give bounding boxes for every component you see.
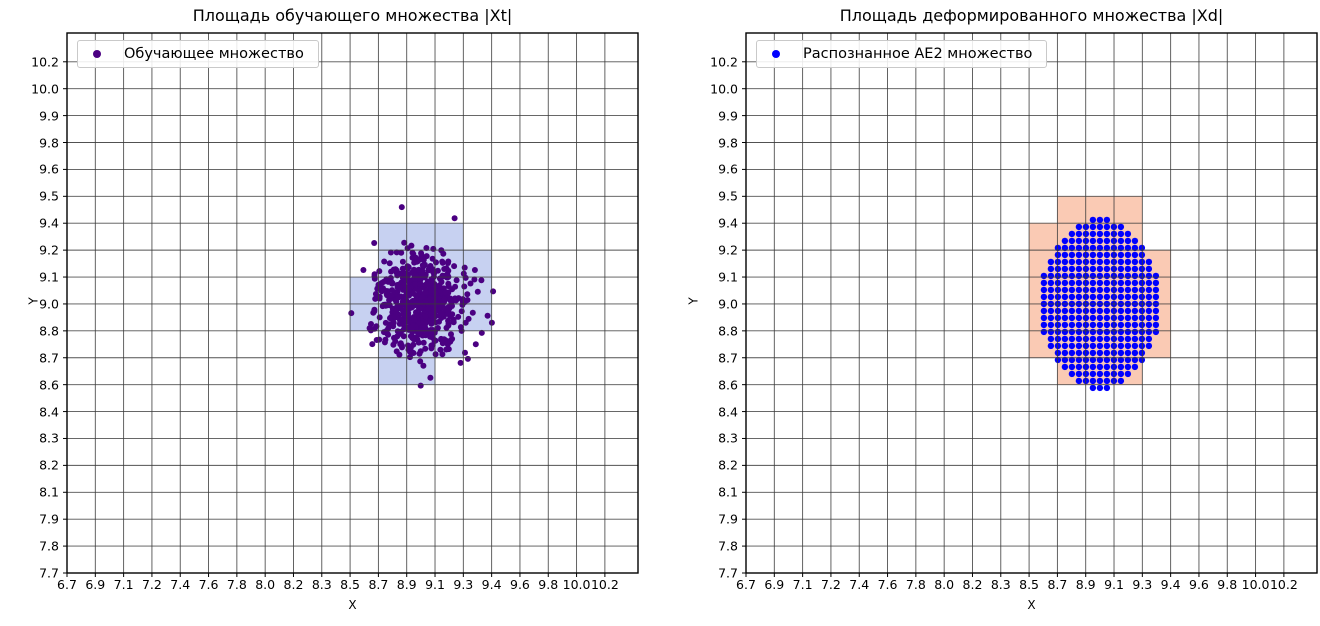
x-tick-label: 7.6: [198, 577, 219, 592]
x-tick-label: 8.5: [1019, 577, 1040, 592]
y-tick-label: 8.7: [718, 350, 738, 366]
x-tick-label: 8.7: [1047, 577, 1068, 592]
y-tick-label: 7.8: [39, 538, 59, 554]
y-tick-label: 8.4: [39, 404, 59, 420]
x-tick-label: 8.3: [311, 577, 332, 592]
x-tick-label: 7.6: [877, 577, 898, 592]
x-axis-label: X: [348, 598, 357, 612]
y-tick-label: 8.7: [39, 350, 59, 366]
y-tick-label: 9.8: [39, 135, 59, 150]
y-tick-label: 9.8: [718, 135, 738, 150]
y-tick-label: 7.8: [718, 538, 738, 554]
y-tick-label: 8.2: [718, 457, 738, 473]
y-tick-label: 8.4: [718, 404, 738, 420]
chart-canvas: [742, 32, 1318, 577]
x-tick-label: 6.7: [736, 577, 756, 592]
x-tick-label: 9.6: [509, 577, 530, 592]
legend-marker-dot: [772, 50, 780, 58]
x-tick-label: 9.4: [1160, 577, 1181, 592]
y-tick-label: 7.7: [718, 565, 738, 581]
x-tick-label: 8.0: [255, 577, 276, 592]
legend-label: Обучающее множество: [124, 46, 304, 62]
y-tick-label: 9.1: [39, 269, 59, 285]
legend: Распознанное AE2 множество: [756, 40, 1048, 68]
x-tick-label: 6.9: [764, 577, 785, 592]
y-tick-label: 9.0: [39, 296, 59, 312]
legend: Обучающее множество: [77, 40, 319, 68]
y-tick-label: 9.9: [39, 108, 59, 124]
x-tick-label: 8.3: [990, 577, 1011, 592]
y-tick-label: 7.7: [39, 565, 59, 581]
x-tick-label: 10.0: [1241, 577, 1270, 592]
y-tick-label: 9.0: [718, 296, 738, 312]
plot-title: Площадь обучающего множества |Xt|: [192, 6, 513, 25]
x-tick-label: 6.9: [85, 577, 106, 592]
x-tick-label: 9.1: [425, 577, 445, 592]
x-tick-label: 8.2: [283, 577, 304, 592]
y-tick-label: 8.6: [718, 377, 738, 393]
y-tick-label: 10.2: [31, 54, 59, 70]
y-tick-label: 8.8: [718, 323, 738, 339]
x-tick-label: 9.1: [1104, 577, 1124, 592]
legend-label: Распознанное AE2 множество: [803, 46, 1033, 62]
y-tick-label: 7.9: [39, 511, 59, 527]
y-tick-label: 8.2: [39, 457, 59, 473]
x-tick-label: 7.1: [792, 577, 813, 592]
y-tick-label: 8.1: [39, 484, 59, 500]
y-tick-label: 10.0: [31, 81, 59, 97]
x-tick-label: 7.2: [141, 577, 162, 592]
y-tick-label: 9.4: [39, 215, 59, 231]
x-tick-label: 9.8: [1217, 577, 1238, 592]
x-tick-label: 8.5: [340, 577, 361, 592]
y-tick-label: 9.6: [39, 161, 59, 177]
x-tick-label: 8.9: [1075, 577, 1096, 592]
x-tick-label: 10.0: [562, 577, 591, 592]
y-tick-label: 10.2: [710, 54, 738, 70]
y-tick-label: 7.9: [718, 511, 738, 527]
y-tick-label: 10.0: [710, 81, 738, 97]
y-tick-label: 9.5: [39, 188, 59, 204]
x-tick-label: 6.7: [57, 577, 77, 592]
training-set-plot: Площадь обучающего множества |Xt| Обучаю…: [27, 6, 639, 612]
y-tick-label: 8.8: [39, 323, 59, 339]
y-tick-label: 9.2: [39, 242, 59, 258]
x-tick-label: 8.7: [368, 577, 389, 592]
y-tick-label: 8.6: [39, 377, 59, 393]
x-tick-label: 9.8: [538, 577, 559, 592]
x-tick-label: 10.2: [590, 577, 619, 592]
x-tick-label: 7.8: [226, 577, 247, 592]
x-tick-label: 9.4: [481, 577, 502, 592]
y-axis-label: Y: [686, 297, 701, 305]
y-tick-label: 8.1: [718, 484, 738, 500]
x-tick-label: 7.4: [849, 577, 870, 592]
y-tick-label: 9.1: [718, 269, 738, 285]
x-tick-label: 8.0: [934, 577, 955, 592]
y-tick-label: 9.6: [718, 161, 738, 177]
x-tick-label: 7.4: [170, 577, 191, 592]
x-tick-label: 9.3: [453, 577, 474, 592]
x-tick-label: 8.2: [962, 577, 983, 592]
y-tick-label: 9.5: [718, 188, 738, 204]
y-tick-label: 9.2: [718, 242, 738, 258]
axes-area: Распознанное AE2 множество: [742, 32, 1318, 577]
x-tick-label: 7.1: [113, 577, 134, 592]
y-tick-label: 8.3: [39, 430, 59, 446]
axes-area: Обучающее множество: [63, 32, 639, 577]
chart-canvas: [63, 32, 639, 577]
x-tick-label: 9.6: [1188, 577, 1209, 592]
deformed-set-plot: Площадь деформированного множества |Xd| …: [660, 0, 1320, 626]
plot-title: Площадь деформированного множества |Xd|: [839, 6, 1224, 25]
y-tick-label: 9.9: [718, 108, 738, 124]
legend-marker-dot: [93, 50, 101, 58]
x-tick-label: 7.8: [905, 577, 926, 592]
x-tick-label: 7.2: [820, 577, 841, 592]
x-axis-label: X: [1027, 598, 1036, 612]
y-tick-label: 9.4: [718, 215, 738, 231]
x-tick-label: 8.9: [396, 577, 417, 592]
x-tick-label: 10.2: [1269, 577, 1298, 592]
x-tick-label: 9.3: [1132, 577, 1153, 592]
y-tick-label: 8.3: [718, 430, 738, 446]
